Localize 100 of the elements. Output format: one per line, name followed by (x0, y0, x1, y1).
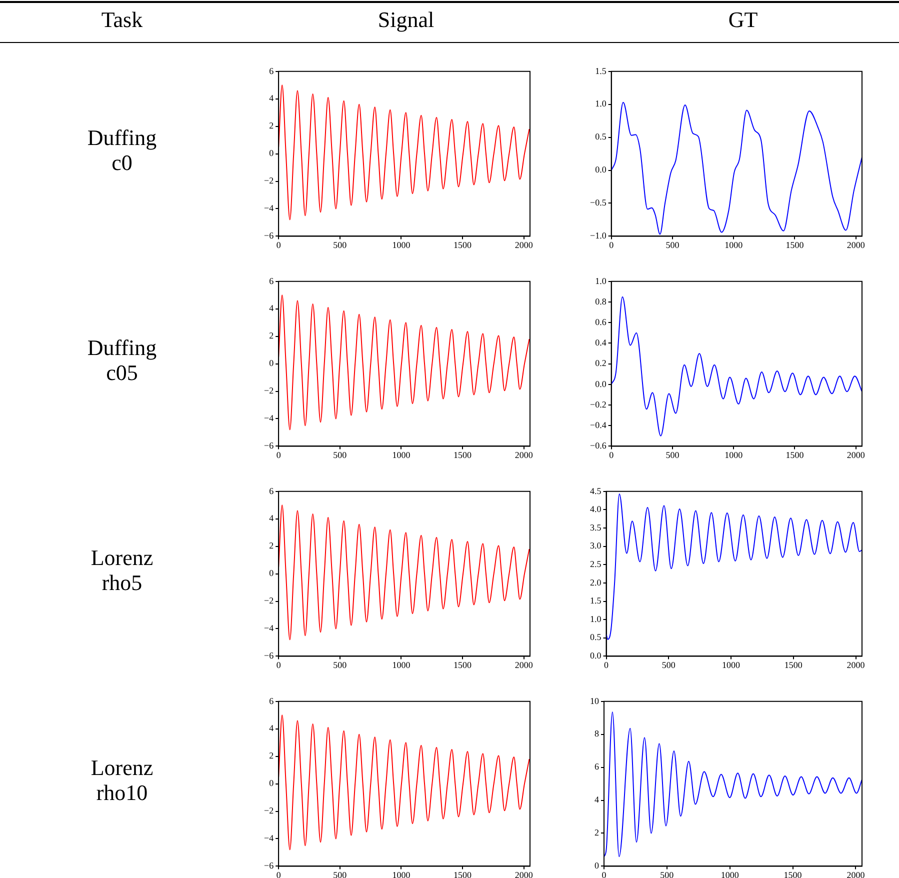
y-tick-label: 2 (594, 828, 599, 838)
y-tick-label: 0.4 (595, 338, 607, 348)
y-tick-label: −6 (264, 860, 274, 871)
x-tick-label: 500 (666, 240, 680, 250)
line-series (278, 504, 530, 640)
y-tick-label: 0 (269, 358, 274, 368)
y-tick-label: 6 (269, 696, 274, 706)
y-tick-label: 1.0 (590, 614, 602, 624)
x-tick-label: 500 (333, 240, 348, 250)
y-tick-label: 0 (594, 860, 600, 871)
x-tick-label: 2000 (846, 450, 866, 460)
text: Task (100, 7, 144, 32)
x-tick-label: 1500 (454, 660, 472, 670)
y-tick-label: 0.5 (590, 632, 602, 642)
x-tick-label: 2000 (846, 870, 866, 878)
y-tick-label: 2.0 (590, 577, 602, 588)
y-tick-label: 0.0 (595, 164, 607, 175)
y-tick-label: 1.0 (595, 276, 607, 286)
y-tick-label: −1.0 (590, 230, 607, 241)
x-tick-label: 500 (662, 660, 676, 670)
x-tick-label: 500 (666, 450, 680, 460)
line-series (278, 714, 530, 850)
y-tick-label: 4 (269, 513, 274, 524)
x-tick-label: 1000 (724, 450, 744, 460)
text: GT (727, 7, 759, 32)
y-tick-label: 0.6 (595, 316, 607, 327)
text: Signal (376, 7, 436, 32)
x-tick-label: 1500 (784, 870, 802, 878)
x-tick-label: 1000 (722, 660, 741, 670)
y-tick-label: 2.5 (590, 559, 602, 570)
text: Duffing c05 (86, 335, 158, 385)
y-tick-label: −4 (264, 623, 274, 634)
line-series (278, 294, 530, 430)
y-tick-label: 0.8 (595, 296, 607, 306)
x-tick-label: 1000 (392, 660, 411, 670)
y-tick-label: 0.0 (595, 378, 607, 389)
y-tick-label: 0.2 (595, 358, 606, 368)
y-tick-label: −6 (264, 650, 274, 661)
x-tick-label: 1000 (392, 240, 411, 250)
y-tick-label: −2 (264, 176, 274, 186)
y-tick-label: −0.4 (590, 420, 607, 430)
y-tick-label: 2 (269, 330, 274, 341)
y-tick-label: 2 (269, 540, 274, 551)
y-tick-label: 6 (269, 66, 274, 76)
y-tick-label: 0.5 (595, 132, 607, 142)
x-tick-label: 0 (276, 240, 282, 250)
x-tick-label: 1500 (454, 870, 472, 878)
line-series (611, 296, 862, 436)
y-tick-label: −6 (264, 230, 274, 241)
y-tick-label: −2 (264, 386, 274, 396)
x-tick-label: 500 (333, 870, 348, 878)
y-tick-label: 0.0 (590, 650, 602, 661)
y-tick-label: −0.2 (590, 399, 606, 410)
y-tick-label: −4 (264, 833, 274, 844)
x-tick-label: 500 (333, 660, 348, 670)
y-tick-label: −2 (264, 596, 274, 606)
x-tick-label: 1000 (720, 870, 740, 878)
x-tick-label: 1500 (786, 450, 804, 460)
y-tick-label: 4 (269, 723, 274, 734)
x-tick-label: 1000 (392, 870, 411, 878)
y-tick-label: 8 (594, 728, 600, 739)
y-tick-label: 6 (594, 762, 600, 772)
y-tick-label: 0 (269, 568, 274, 578)
line-series (278, 84, 530, 220)
x-tick-label: 1000 (724, 240, 744, 250)
y-tick-label: −4 (264, 203, 274, 214)
y-tick-label: 4.0 (590, 504, 602, 514)
x-tick-label: 2000 (514, 660, 534, 670)
x-tick-label: 1500 (784, 660, 803, 670)
y-tick-label: 3.5 (590, 522, 602, 532)
y-tick-label: 1.0 (595, 98, 607, 109)
y-tick-label: 0 (269, 148, 274, 158)
y-tick-label: 1.5 (590, 596, 602, 606)
x-tick-label: 1500 (454, 240, 472, 250)
y-tick-label: −4 (264, 413, 274, 424)
x-tick-label: 2000 (514, 450, 534, 460)
y-tick-label: 4 (269, 93, 274, 104)
y-tick-label: 6 (269, 486, 274, 496)
y-tick-label: 4 (269, 303, 274, 314)
text: Lorenz rho10 (90, 755, 154, 805)
y-tick-label: −6 (264, 440, 274, 451)
y-tick-label: 0 (269, 778, 274, 788)
x-tick-label: 0 (276, 660, 282, 670)
x-tick-label: 0 (609, 240, 614, 250)
y-tick-label: −2 (264, 806, 274, 816)
x-tick-label: 0 (276, 870, 282, 878)
text: Duffing c0 (86, 125, 158, 175)
x-tick-label: 500 (660, 870, 674, 878)
y-tick-label: 4.5 (590, 486, 602, 496)
y-tick-label: −0.6 (590, 440, 607, 451)
y-tick-label: 3.0 (590, 540, 602, 551)
y-tick-label: 6 (269, 276, 274, 286)
x-tick-label: 1500 (454, 450, 472, 460)
line-series (604, 711, 862, 858)
text: Lorenz rho5 (90, 545, 154, 595)
line-series (606, 493, 862, 640)
x-tick-label: 2000 (514, 240, 534, 250)
y-tick-label: −0.5 (590, 198, 607, 208)
x-tick-label: 2000 (846, 240, 866, 250)
y-tick-label: 2 (269, 120, 274, 131)
